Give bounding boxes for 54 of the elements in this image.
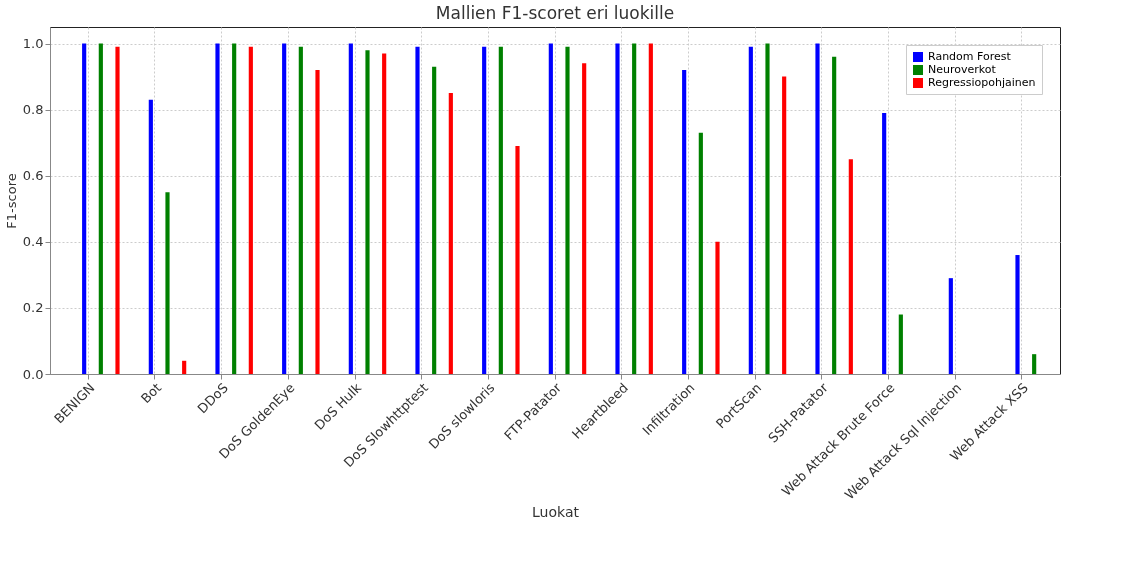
bar xyxy=(1032,354,1037,374)
y-tick-label: 0.4 xyxy=(22,234,44,250)
bar xyxy=(882,112,887,374)
bar xyxy=(615,43,620,374)
bar xyxy=(682,69,687,374)
bar xyxy=(165,192,170,374)
bar xyxy=(232,43,237,374)
bar xyxy=(415,46,420,374)
bar xyxy=(498,46,503,374)
bar xyxy=(115,46,120,374)
bar xyxy=(82,43,87,374)
bar xyxy=(482,46,487,374)
bar xyxy=(515,145,520,374)
bar xyxy=(365,50,370,374)
bar xyxy=(648,43,653,374)
bar xyxy=(948,278,953,374)
bar xyxy=(448,93,453,374)
bar xyxy=(282,43,287,374)
legend-label: Regressiopohjainen xyxy=(928,76,1036,89)
bar xyxy=(632,43,637,374)
bar xyxy=(898,314,903,374)
chart-title: Mallien F1-scoret eri luokille xyxy=(435,3,675,23)
y-tick-label: 0.6 xyxy=(22,168,44,184)
bar xyxy=(765,43,770,374)
bar xyxy=(832,56,837,374)
bar xyxy=(382,53,387,374)
y-tick-label: 1.0 xyxy=(22,36,44,52)
bar xyxy=(698,132,703,374)
bar xyxy=(848,159,853,374)
bar xyxy=(715,241,720,374)
bar xyxy=(148,99,153,374)
legend-label: Neuroverkot xyxy=(928,63,997,76)
bar xyxy=(215,43,220,374)
bar xyxy=(432,66,437,374)
bar xyxy=(98,43,103,374)
bar xyxy=(815,43,820,374)
legend-label: Random Forest xyxy=(928,50,1012,63)
y-tick-label: 0.8 xyxy=(22,102,44,118)
bar xyxy=(548,43,553,374)
x-tick-label: Bot xyxy=(138,380,165,407)
y-axis-title: F1-score xyxy=(3,173,19,229)
bar xyxy=(565,46,570,374)
bar xyxy=(748,46,753,374)
bar xyxy=(315,69,320,374)
x-axis-title: Luokat xyxy=(532,504,580,521)
bar xyxy=(582,63,587,374)
bar xyxy=(248,46,253,374)
y-tick-label: 0.0 xyxy=(22,366,44,382)
y-tick-label: 0.2 xyxy=(22,300,44,316)
bar xyxy=(782,76,787,374)
bar xyxy=(1015,255,1020,374)
bar xyxy=(298,46,303,374)
bar xyxy=(182,360,187,374)
bar xyxy=(348,43,353,374)
